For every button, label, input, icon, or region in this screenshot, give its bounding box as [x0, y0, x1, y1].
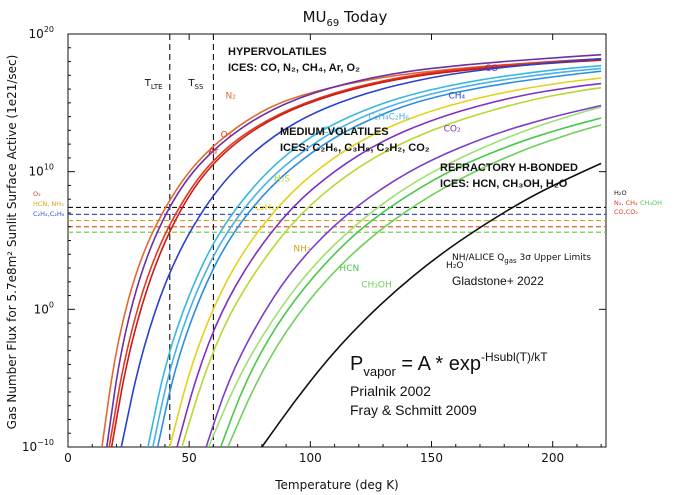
medium-volatiles-ices: ICES: C₂H₆, C₃H₈, C₂H₂, CO₂ [280, 142, 430, 154]
x-tick-label: 50 [182, 451, 197, 465]
series-line [205, 104, 602, 447]
curve-label: C₂H₄ [322, 126, 343, 136]
left-marker-label: O₂ [33, 190, 41, 198]
y-axis-ticks: 1020 1010 100 10−10 [22, 25, 606, 454]
series-line [156, 70, 602, 447]
left-marker-label: HCN, NH₃ [33, 200, 64, 208]
reference-prialnik: Prialnik 2002 [350, 383, 431, 399]
curve-label: C₂H₄C₂H₆ [369, 112, 410, 122]
series-line [110, 59, 602, 447]
curve-label: H₂O [446, 261, 463, 271]
series-line [147, 64, 602, 447]
temperature-marker-label: TLTE [144, 78, 163, 91]
hypervolatiles-ices: ICES: CO, N₂, CH₄, Ar, O₂ [228, 62, 360, 74]
hypervolatiles-title: HYPERVOLATILES [228, 46, 327, 58]
curve-label: NH₃ [293, 245, 311, 255]
curve-label: CO [485, 64, 498, 74]
upper-limit-lines [68, 206, 606, 233]
x-tick-label: 100 [299, 451, 322, 465]
series-line [219, 117, 602, 447]
x-tick-label: 0 [64, 451, 72, 465]
right-marker-label: CH₃OH [640, 199, 662, 207]
series-line [176, 82, 602, 447]
y-tick-label: 100 [34, 300, 54, 316]
x-tick-label: 200 [541, 451, 564, 465]
group-label-refractory: REFRACTORY H-BONDED ICES: HCN, CH₃OH, H₂… [440, 162, 578, 190]
y-tick-label: 10−10 [22, 438, 54, 454]
series-line [207, 106, 602, 447]
chart-title: MU69 Today [303, 8, 388, 29]
series-line [181, 86, 602, 447]
y-axis-label: Gas Number Flux for 5.7e8m² Sunlit Surfa… [5, 55, 19, 430]
curve-label: H₂S [274, 174, 290, 184]
right-marker-label: CO,CO₂ [614, 208, 638, 216]
curve-label: CH₃OH [361, 280, 392, 290]
curve-label: HCN [339, 264, 359, 274]
upper-limits-note: NH/ALICE Qgas 3σ Upper Limits [452, 253, 591, 265]
series-line [105, 53, 602, 447]
citation-gladstone: Gladstone+ 2022 [452, 274, 544, 288]
x-axis-ticks: 0 50 100 150 200 [64, 34, 602, 465]
series-line [152, 67, 602, 447]
temperature-marker-label: TSS [187, 78, 204, 91]
curve-label: CH₄ [448, 92, 465, 102]
x-tick-label: 150 [420, 451, 443, 465]
right-marker-label: H₂O [614, 189, 627, 197]
temperature-markers: TLTE TSS [144, 34, 214, 447]
curve-label: O₂ [221, 130, 232, 140]
group-label-medium-volatiles: MEDIUM VOLATILES ICES: C₂H₆, C₃H₈, C₂H₂,… [280, 126, 430, 154]
refractory-ices: ICES: HCN, CH₃OH, H₂O [440, 178, 568, 190]
left-marker-label: C₂H₄,C₂H₆ [33, 210, 65, 218]
curve-label: Ar [209, 147, 219, 157]
series-line [108, 57, 602, 447]
series-line [101, 57, 602, 447]
curve-label: N₂ [226, 92, 237, 102]
series-line [261, 162, 602, 447]
group-label-hypervolatiles: HYPERVOLATILES ICES: CO, N₂, CH₄, Ar, O₂ [228, 46, 360, 74]
series-line [227, 124, 602, 447]
series-line [169, 77, 602, 447]
curve-label: CO₂ [444, 125, 461, 135]
refractory-title: REFRACTORY H-BONDED [440, 162, 578, 174]
reference-fray-schmitt: Fray & Schmitt 2009 [350, 402, 477, 418]
x-axis-label: Temperature (deg K) [274, 478, 399, 492]
left-marker-labels: O₂ HCN, NH₃ C₂H₄,C₂H₆ [33, 190, 65, 218]
y-tick-label: 1020 [29, 25, 54, 41]
medium-volatiles-title: MEDIUM VOLATILES [280, 126, 389, 138]
vapor-curves [101, 53, 602, 447]
curve-label: C₂H₂ [255, 203, 276, 213]
y-tick-label: 1010 [29, 163, 54, 179]
right-marker-label: N₂, CH₄ [614, 199, 638, 207]
series-line [120, 57, 602, 447]
vapor-formula: Pvapor = A * exp-Hsubl(T)/kT [350, 350, 548, 379]
